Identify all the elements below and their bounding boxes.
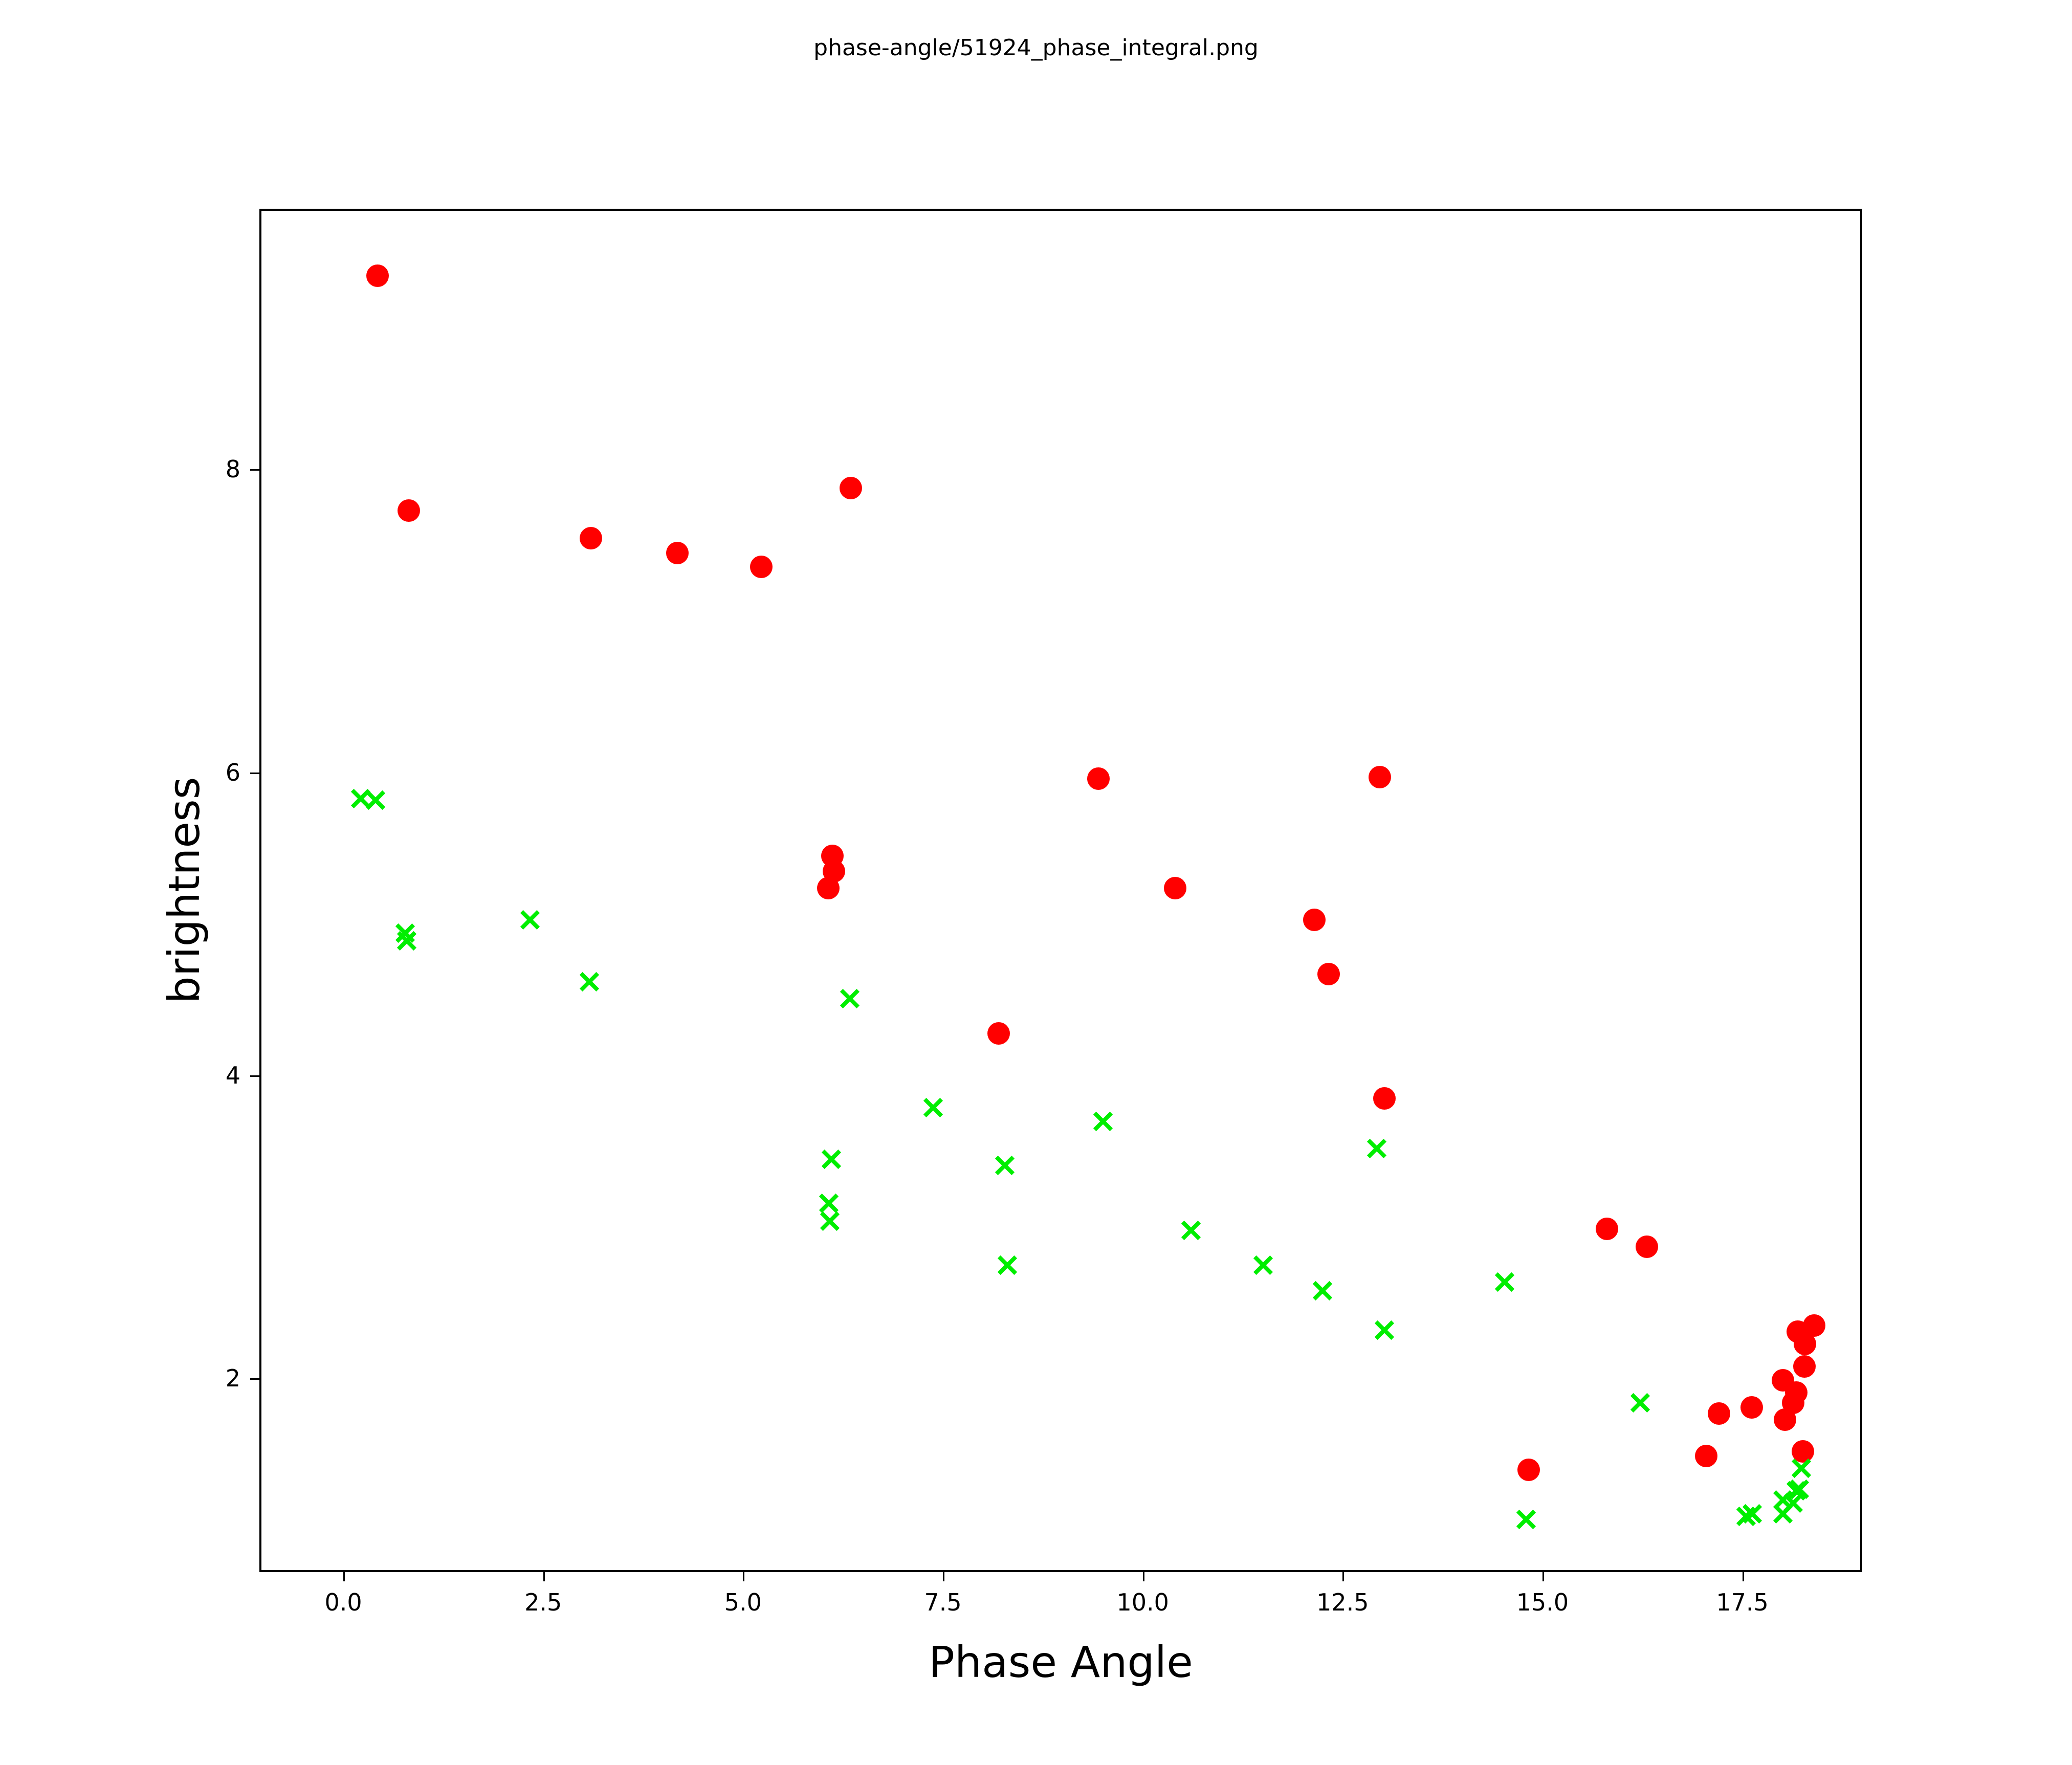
data-point-green-crosses xyxy=(1251,1253,1275,1277)
figure-title: phase-angle/51924_phase_integral.png xyxy=(813,35,1259,61)
data-point-red-circles xyxy=(1694,1445,1717,1468)
y-tick xyxy=(250,1378,259,1380)
y-tick xyxy=(250,772,259,774)
data-point-green-crosses xyxy=(818,1209,842,1233)
data-point-red-circles xyxy=(1785,1381,1808,1404)
data-point-green-crosses xyxy=(1311,1279,1334,1303)
x-tick-label: 12.5 xyxy=(1316,1588,1369,1616)
data-point-red-circles xyxy=(1517,1458,1540,1481)
y-tick xyxy=(250,469,259,471)
data-point-green-crosses xyxy=(1365,1137,1388,1160)
x-tick-label: 15.0 xyxy=(1516,1588,1569,1616)
data-point-red-circles xyxy=(1087,767,1110,790)
data-point-red-circles xyxy=(366,264,389,288)
data-point-red-circles xyxy=(987,1022,1010,1045)
data-point-green-crosses xyxy=(1788,1477,1811,1501)
data-point-red-circles xyxy=(1707,1402,1730,1425)
data-point-green-crosses xyxy=(518,908,542,932)
data-point-red-circles xyxy=(1164,876,1187,899)
data-point-green-crosses xyxy=(1514,1508,1538,1531)
y-tick-label: 4 xyxy=(225,1061,240,1089)
data-point-red-circles xyxy=(750,555,773,578)
data-point-green-crosses xyxy=(578,970,601,994)
x-tick xyxy=(1142,1572,1144,1581)
y-tick-label: 2 xyxy=(225,1364,240,1392)
data-point-red-circles xyxy=(1373,1087,1396,1110)
data-point-green-crosses xyxy=(921,1096,945,1119)
data-point-red-circles xyxy=(1740,1396,1763,1419)
data-point-red-circles xyxy=(1303,908,1326,931)
data-point-red-circles xyxy=(817,876,840,899)
y-axis-label: brightness xyxy=(159,777,209,1004)
x-tick-label: 17.5 xyxy=(1716,1588,1769,1616)
x-tick xyxy=(743,1572,745,1581)
data-point-green-crosses xyxy=(1373,1318,1396,1342)
x-tick xyxy=(1342,1572,1344,1581)
x-axis-label: Phase Angle xyxy=(929,1637,1193,1687)
data-point-red-circles xyxy=(1369,766,1392,789)
data-point-green-crosses xyxy=(996,1253,1019,1277)
plot-frame xyxy=(259,209,1862,1572)
y-tick-label: 6 xyxy=(225,758,240,786)
data-point-green-crosses xyxy=(364,788,387,812)
x-tick-label: 2.5 xyxy=(524,1588,562,1616)
data-point-red-circles xyxy=(397,499,420,522)
data-point-green-crosses xyxy=(820,1148,843,1171)
data-point-green-crosses xyxy=(1179,1219,1203,1242)
y-tick-label: 8 xyxy=(225,455,240,483)
data-point-red-circles xyxy=(1595,1217,1618,1240)
data-point-red-circles xyxy=(839,476,862,499)
data-point-green-crosses xyxy=(1493,1270,1516,1294)
data-point-red-circles xyxy=(1793,1355,1816,1378)
data-point-green-crosses xyxy=(838,987,862,1010)
data-point-green-crosses xyxy=(395,929,418,953)
data-point-green-crosses xyxy=(1628,1391,1652,1415)
data-point-green-crosses xyxy=(1740,1502,1764,1526)
data-point-red-circles xyxy=(1635,1236,1658,1259)
x-tick xyxy=(343,1572,345,1581)
data-point-green-crosses xyxy=(993,1154,1017,1177)
x-tick-label: 5.0 xyxy=(724,1588,762,1616)
data-point-green-crosses xyxy=(1091,1110,1115,1133)
data-point-red-circles xyxy=(1802,1314,1825,1337)
x-tick-label: 7.5 xyxy=(924,1588,962,1616)
data-point-green-crosses xyxy=(1790,1457,1813,1480)
x-tick xyxy=(1542,1572,1544,1581)
data-point-red-circles xyxy=(666,542,689,565)
x-tick xyxy=(543,1572,545,1581)
x-tick-label: 10.0 xyxy=(1116,1588,1169,1616)
x-tick xyxy=(943,1572,945,1581)
y-tick xyxy=(250,1075,259,1077)
x-tick-label: 0.0 xyxy=(324,1588,362,1616)
data-point-red-circles xyxy=(1317,963,1340,986)
scatter-plot-area xyxy=(261,211,1860,1570)
data-point-red-circles xyxy=(579,526,602,549)
x-tick xyxy=(1742,1572,1744,1581)
